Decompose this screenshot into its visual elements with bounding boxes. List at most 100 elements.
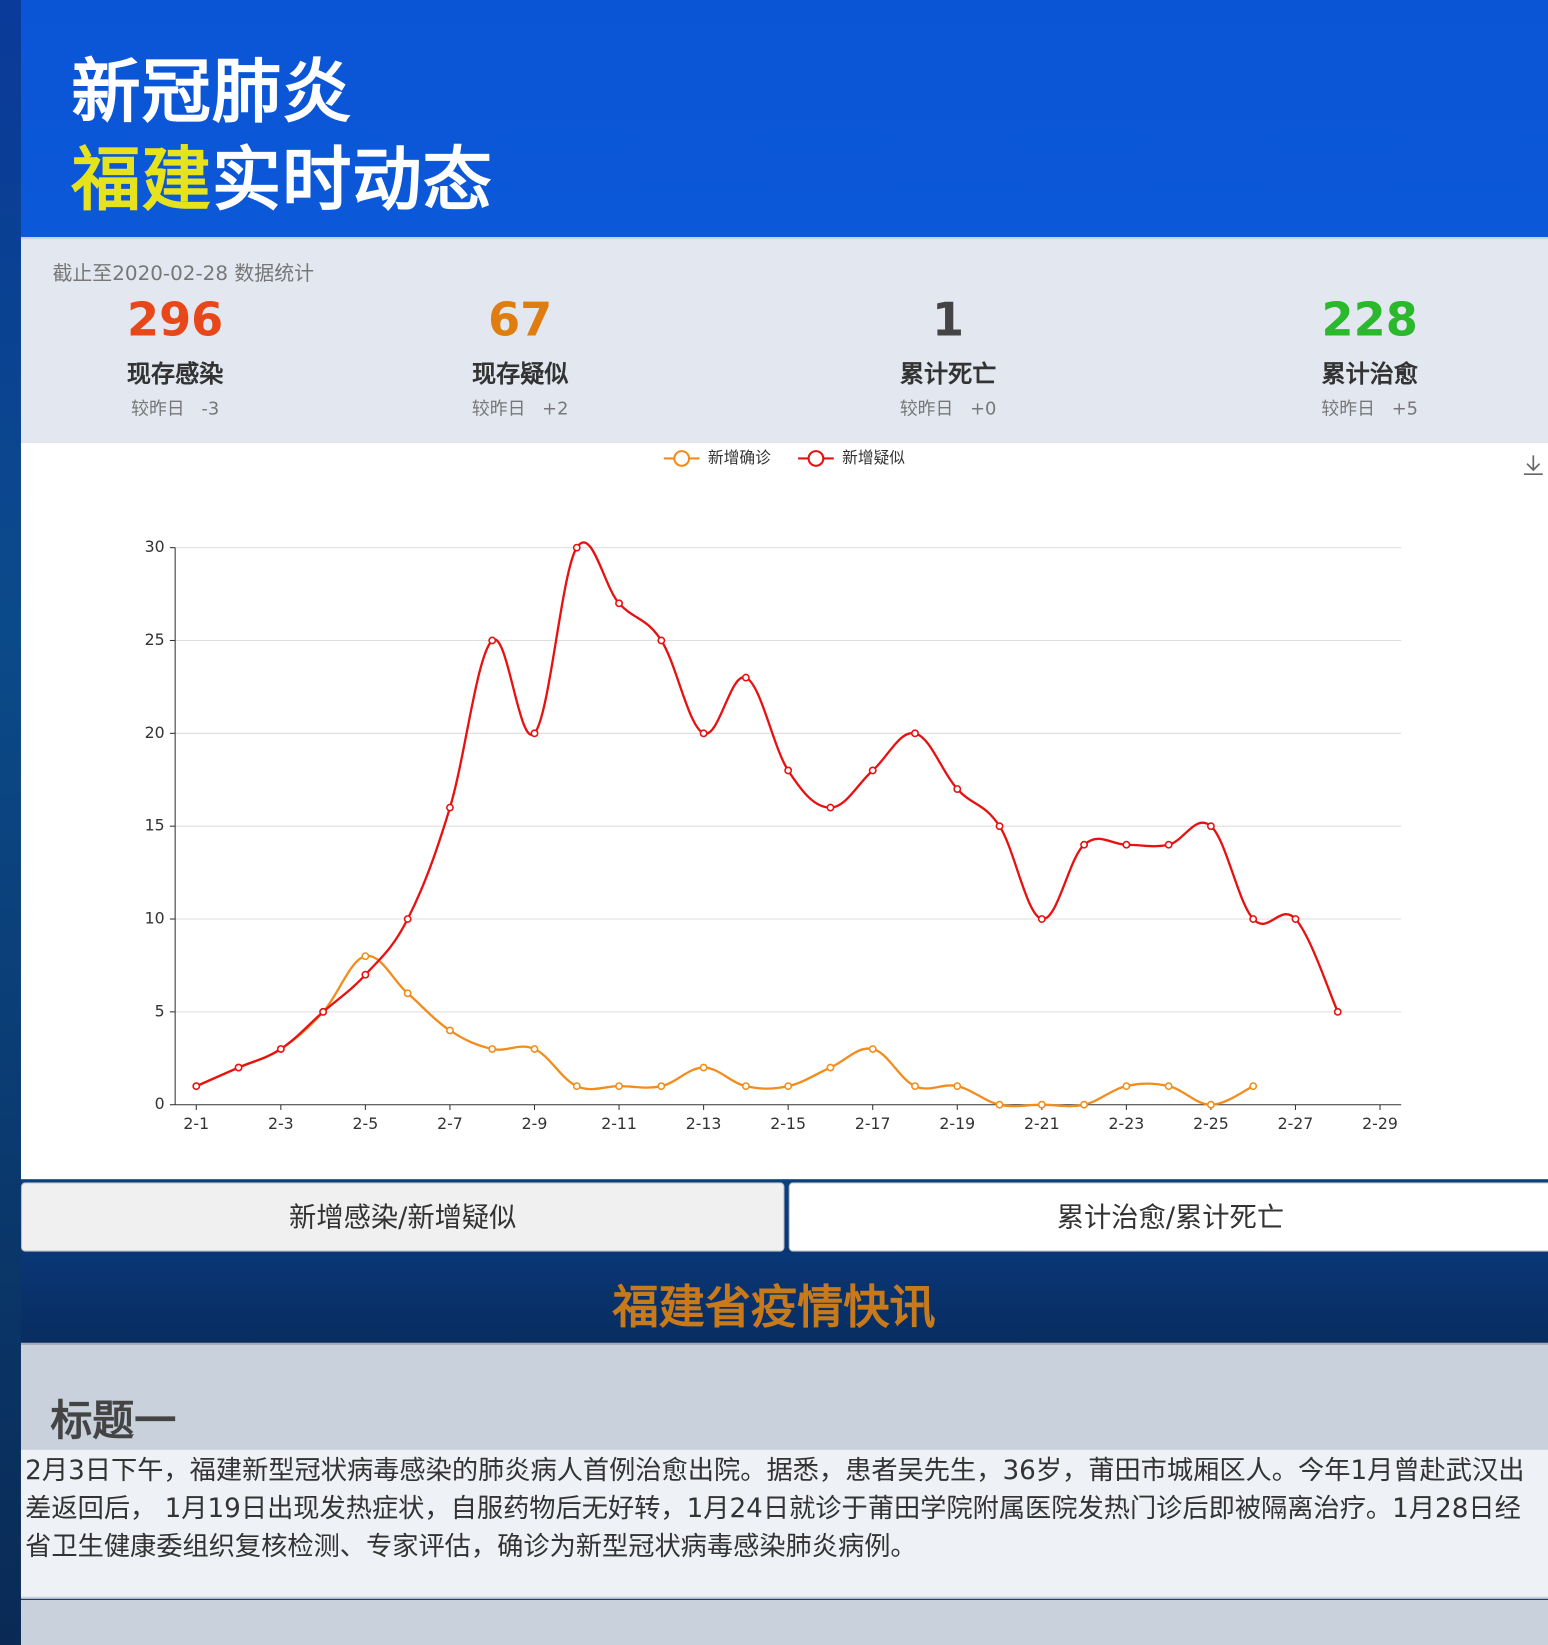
stats-panel: 截止至2020-02-28 数据统计 296 现存感染 较昨日 -3 67 现存疑似 较昨日…	[20, 237, 1548, 446]
date-note: 截止至2020-02-28 数据统计	[52, 262, 315, 286]
x-tick-label: 2-1	[183, 1114, 209, 1133]
chart-panel: 0 5 10 15 20 25 30 2-1 2-3 2-5 2-7 2-9 2-11 2-13 2-15 2…	[20, 442, 1548, 1180]
data-point	[699, 1063, 708, 1072]
data-point	[1249, 1082, 1258, 1091]
stat: 1 累计死亡较昨日 +0	[833, 294, 1064, 420]
data-point	[953, 1082, 962, 1091]
stat-label: 现存疑似	[471, 360, 569, 389]
data-point	[995, 1100, 1004, 1109]
data-point	[446, 1026, 454, 1035]
x-tick-label: 2-27	[1278, 1114, 1314, 1133]
data-point	[572, 543, 581, 552]
data-point	[488, 636, 497, 645]
x-tick-label: 2-3	[268, 1114, 294, 1133]
stat: 67 现存疑似 较昨日 +2	[405, 294, 636, 420]
x-tick-label: 2-17	[855, 1114, 891, 1133]
data-point	[741, 1082, 750, 1091]
news-heading: 标题一	[50, 1397, 177, 1446]
data-point	[1037, 915, 1046, 923]
title-rest: 实时动态	[211, 139, 493, 221]
data-point	[657, 1082, 666, 1091]
data-point	[1122, 840, 1131, 849]
x-tick-label: 2-23	[1109, 1114, 1145, 1133]
x-tick-label: 2-13	[686, 1114, 722, 1133]
data-point	[657, 636, 666, 645]
data-point	[1164, 840, 1173, 849]
x-tick-label: 2-5	[353, 1114, 379, 1133]
x-tick-label: 2-11	[601, 1114, 637, 1133]
change-value: +2	[542, 398, 569, 420]
stat-value: 1	[932, 293, 965, 348]
y-tick-label: 0	[155, 1094, 165, 1113]
data-point	[361, 970, 370, 979]
tab[interactable]: 新增感染/新增疑似	[20, 1182, 785, 1252]
legend-label: 新增确诊	[708, 448, 771, 467]
stat-change: 较昨日 +0	[833, 393, 1064, 420]
section-title: 福建省疫情快讯	[612, 1280, 936, 1335]
data-point	[826, 803, 835, 812]
title-line1: 新冠肺炎	[71, 51, 353, 133]
data-point	[403, 915, 412, 923]
data-point	[276, 1045, 285, 1053]
chart: 0 5 10 15 20 25 30 2-1 2-3 2-5 2-7 2-9 2-11 2-13 2-15 2…	[145, 448, 1543, 1133]
data-point	[868, 766, 877, 775]
news-body: 2月3日下午，福建新型冠状病毒感染的肺炎病人首例治愈出院。据悉，患者吴先生，36…	[20, 1449, 1548, 1597]
change-value: +0	[970, 398, 997, 420]
change-label: 较昨日	[131, 398, 185, 420]
y-tick-label: 10	[145, 909, 165, 928]
x-tick-label: 2-9	[522, 1114, 548, 1133]
data-point	[530, 729, 539, 738]
change-label: 较昨日	[899, 398, 954, 420]
legend-symbol	[807, 450, 825, 467]
data-point	[784, 1082, 793, 1091]
y-tick-label: 15	[145, 816, 165, 835]
y-tick-label: 20	[145, 723, 165, 742]
change-label: 较昨日	[471, 398, 526, 420]
data-point	[1206, 1100, 1215, 1109]
stat-label: 现存感染	[126, 360, 224, 389]
data-point	[826, 1063, 835, 1072]
data-point	[192, 1082, 201, 1091]
data-point	[1037, 1100, 1046, 1109]
x-tick-label: 2-29	[1362, 1114, 1398, 1133]
edge	[0, 0, 21, 1645]
data-point	[403, 989, 412, 998]
legend-symbol	[673, 450, 691, 467]
x-tick-label: 2-15	[770, 1114, 806, 1133]
title-line2: 福建实时动态	[71, 124, 493, 225]
x-tick-label: 2-7	[437, 1114, 463, 1133]
news-card	[20, 1599, 1548, 1645]
y-tick-label: 30	[145, 537, 165, 556]
data-point	[530, 1045, 539, 1053]
series-line	[195, 541, 1339, 1088]
download-icon[interactable]	[1523, 455, 1543, 476]
stat: 296 现存感染 较昨日 -3	[60, 294, 291, 420]
change-value: -3	[201, 398, 220, 420]
data-point	[1206, 822, 1215, 831]
data-point	[1164, 1082, 1173, 1091]
tab[interactable]: 累计治愈/累计死亡	[788, 1182, 1548, 1252]
data-point	[1080, 840, 1089, 849]
data-point	[361, 952, 370, 961]
data-point	[784, 766, 793, 775]
change-label: 较昨日	[1321, 398, 1375, 420]
data-point	[615, 599, 623, 608]
data-point	[446, 803, 454, 812]
y-tick-label: 25	[145, 630, 165, 649]
data-point	[1080, 1100, 1089, 1109]
data-point	[615, 1082, 623, 1091]
data-point	[911, 729, 919, 738]
data-point	[868, 1045, 877, 1053]
stat-label: 累计治愈	[1321, 360, 1418, 389]
data-point	[319, 1007, 328, 1016]
data-point	[699, 729, 708, 738]
data-point	[488, 1045, 497, 1053]
stat-change: 较昨日 -3	[60, 393, 291, 420]
stat: 228 累计治愈 较昨日 +5	[1254, 294, 1485, 420]
x-tick-label: 2-21	[1024, 1114, 1060, 1133]
stat-change: 较昨日 +2	[405, 393, 636, 420]
data-point	[572, 1082, 581, 1091]
data-point	[1291, 915, 1300, 923]
stat-label: 累计死亡	[899, 360, 997, 389]
data-point	[234, 1063, 243, 1072]
